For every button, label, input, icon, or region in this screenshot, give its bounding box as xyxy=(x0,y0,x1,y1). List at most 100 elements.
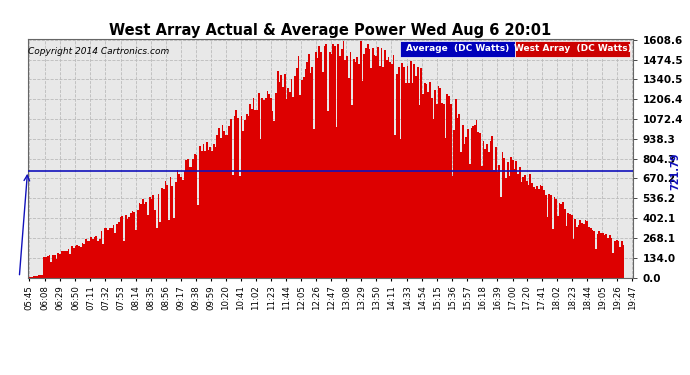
Bar xyxy=(448,96,450,278)
Bar xyxy=(367,44,368,278)
Bar xyxy=(68,249,70,278)
Bar xyxy=(538,189,540,278)
Bar xyxy=(194,154,196,278)
Bar xyxy=(451,177,453,278)
Bar xyxy=(341,49,343,278)
Bar xyxy=(611,238,612,278)
Bar xyxy=(286,99,287,278)
Bar xyxy=(280,75,282,278)
Bar xyxy=(277,71,279,278)
Bar xyxy=(259,140,262,278)
Bar xyxy=(88,241,90,278)
Bar xyxy=(175,182,177,278)
Bar xyxy=(50,262,52,278)
Bar xyxy=(70,254,71,278)
Text: Average  (DC Watts): Average (DC Watts) xyxy=(406,44,509,53)
Bar xyxy=(156,228,157,278)
Bar xyxy=(235,110,237,278)
Bar xyxy=(614,242,615,278)
Bar xyxy=(144,204,146,278)
Bar xyxy=(178,174,180,278)
Bar xyxy=(81,243,83,278)
Bar xyxy=(360,41,362,278)
Bar xyxy=(199,146,201,278)
Bar xyxy=(436,104,437,278)
Bar xyxy=(227,135,228,278)
Bar xyxy=(325,44,327,278)
Bar xyxy=(460,152,462,278)
Bar xyxy=(270,98,272,278)
Bar xyxy=(272,111,273,278)
Bar xyxy=(197,205,199,278)
Bar xyxy=(171,186,173,278)
Bar xyxy=(362,81,364,278)
Bar xyxy=(204,151,206,278)
Bar xyxy=(488,152,490,278)
Bar xyxy=(584,220,586,278)
Bar xyxy=(99,238,101,278)
Bar xyxy=(234,116,235,278)
Bar xyxy=(358,64,360,278)
Bar xyxy=(109,228,111,278)
Bar xyxy=(388,57,389,278)
Bar xyxy=(533,187,535,278)
Bar xyxy=(273,121,275,278)
Bar xyxy=(87,241,88,278)
Bar xyxy=(75,246,77,278)
Bar xyxy=(142,200,144,278)
Bar xyxy=(49,255,50,278)
Bar xyxy=(57,253,59,278)
Bar xyxy=(562,202,564,278)
Bar xyxy=(318,46,320,278)
Bar xyxy=(355,62,357,278)
Bar xyxy=(365,48,367,278)
Bar xyxy=(228,126,230,278)
Bar xyxy=(146,202,147,278)
Bar xyxy=(253,98,255,278)
Bar xyxy=(444,138,446,278)
Bar xyxy=(413,64,415,278)
Bar xyxy=(605,234,607,278)
Bar xyxy=(477,132,480,278)
Bar xyxy=(246,114,248,278)
Bar xyxy=(518,174,519,278)
Bar xyxy=(415,76,417,278)
Bar xyxy=(241,116,242,278)
Bar xyxy=(519,167,521,278)
Bar xyxy=(486,144,488,278)
Bar xyxy=(152,195,154,278)
Bar xyxy=(287,88,289,278)
Bar xyxy=(419,105,420,278)
Bar xyxy=(495,147,497,278)
Bar xyxy=(170,177,171,278)
Bar xyxy=(258,93,259,278)
Bar xyxy=(457,118,458,278)
Bar xyxy=(242,131,244,278)
Bar xyxy=(180,177,182,278)
FancyBboxPatch shape xyxy=(400,40,515,57)
Bar xyxy=(512,160,514,278)
Bar xyxy=(514,169,515,278)
Bar xyxy=(546,217,549,278)
Bar xyxy=(299,95,301,278)
Bar xyxy=(619,247,621,278)
Bar xyxy=(422,94,424,278)
Bar xyxy=(481,166,483,278)
Bar xyxy=(522,177,524,278)
Bar xyxy=(372,48,374,278)
Bar xyxy=(251,109,253,278)
Bar xyxy=(168,220,170,278)
Bar xyxy=(560,204,562,278)
Bar xyxy=(327,111,329,278)
Bar xyxy=(275,93,277,278)
Bar xyxy=(42,274,43,278)
Bar xyxy=(339,56,341,278)
Bar xyxy=(431,98,433,278)
Bar xyxy=(123,240,125,278)
Bar xyxy=(77,245,78,278)
Bar xyxy=(137,210,139,278)
Bar xyxy=(410,62,412,278)
Bar xyxy=(237,118,239,278)
Bar xyxy=(353,58,355,278)
Bar xyxy=(54,255,56,278)
